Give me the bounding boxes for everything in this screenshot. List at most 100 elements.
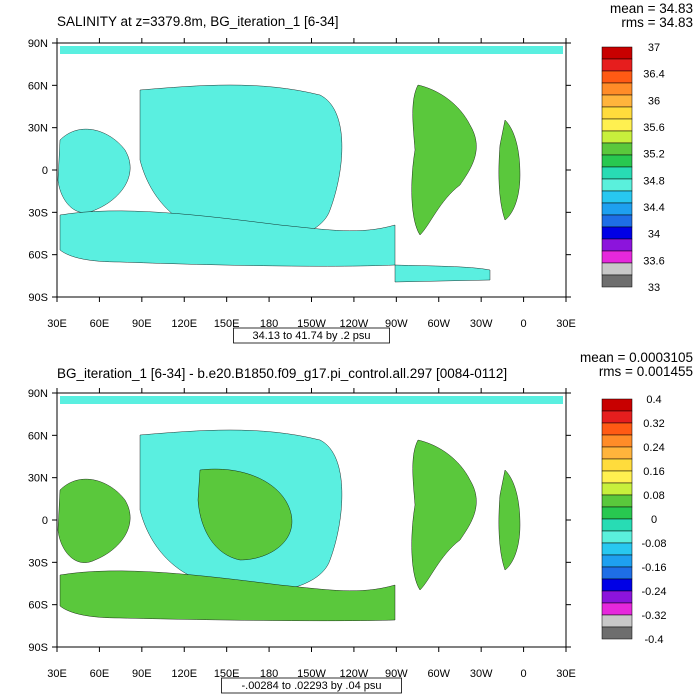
contour-info-box — [233, 327, 390, 344]
x-tick-label: 150E — [214, 668, 240, 680]
x-tick-label: 180 — [260, 668, 278, 680]
y-tick-label: 90N — [28, 38, 48, 50]
ocean-region — [197, 468, 293, 561]
arctic-region — [60, 46, 563, 54]
x-tick-label: 30E — [47, 318, 67, 330]
x-tick-label: 120E — [171, 668, 197, 680]
colorbar-swatch — [601, 542, 633, 556]
y-tick-label: 90S — [28, 642, 48, 654]
plot-title: SALINITY at z=3379.8m, BG_iteration_1 [6… — [57, 14, 339, 29]
ocean-field — [57, 396, 563, 622]
ocean-region — [498, 119, 521, 221]
ocean-region — [411, 84, 477, 236]
x-tick-label: 60W — [427, 668, 450, 680]
ocean-region — [394, 264, 491, 283]
colorbar-swatch — [601, 214, 633, 228]
x-tick-label: 60E — [90, 668, 110, 680]
colorbar-label: 0.24 — [643, 442, 664, 454]
colorbar-swatch — [601, 238, 633, 252]
colorbar-swatch — [601, 166, 633, 180]
colorbar-swatch — [601, 614, 633, 628]
x-tick-label: 0 — [521, 668, 527, 680]
colorbar-swatch — [601, 274, 633, 288]
colorbar-swatch — [601, 446, 633, 460]
plot-title: BG_iteration_1 [6-34] - b.e20.B1850.f09_… — [57, 366, 507, 381]
colorbar-swatch — [601, 530, 633, 544]
colorbar-swatch — [601, 94, 633, 108]
y-tick-label: 90N — [28, 388, 48, 400]
contour-info-box — [221, 677, 402, 694]
y-tick-label: 90S — [28, 292, 48, 304]
colorbar-label: 33.6 — [643, 255, 664, 267]
colorbar-swatch — [601, 178, 633, 192]
colorbar-swatch — [601, 494, 633, 508]
colorbar-label: 35.6 — [643, 122, 664, 134]
colorbar-label: -0.24 — [641, 586, 666, 598]
ocean-region — [498, 469, 521, 571]
colorbar-swatch — [601, 470, 633, 484]
x-tick-label: 90W — [385, 668, 408, 680]
colorbar-swatch — [601, 578, 633, 592]
colorbar-swatch — [601, 106, 633, 120]
colorbar-swatch — [601, 434, 633, 448]
x-tick-label: 90E — [132, 318, 152, 330]
colorbar-label: -0.4 — [645, 634, 664, 646]
x-tick-label: 150E — [214, 318, 240, 330]
colorbar-label: 0.16 — [643, 466, 664, 478]
colorbar-swatch — [601, 554, 633, 568]
ocean-region — [57, 128, 131, 213]
ocean-region — [57, 478, 131, 563]
top-panel: SALINITY at z=3379.8m, BG_iteration_1 [6… — [28, 1, 693, 344]
colorbar-swatch — [601, 566, 633, 580]
colorbar-swatch — [601, 602, 633, 616]
y-tick-label: 30S — [28, 207, 48, 219]
colorbar-swatch — [601, 70, 633, 84]
x-tick-label: 180 — [260, 318, 278, 330]
y-tick-label: 0 — [42, 165, 48, 177]
colorbar-swatch — [601, 410, 633, 424]
ocean-region — [411, 439, 477, 591]
colorbar-label: -0.16 — [641, 562, 666, 574]
y-tick-label: 30N — [28, 123, 48, 135]
colorbar-label: 34 — [648, 229, 660, 241]
colorbar-label: 34.8 — [643, 175, 664, 187]
ocean-field — [57, 46, 563, 283]
colorbar-swatch — [601, 190, 633, 204]
colorbar-label: 36 — [648, 95, 660, 107]
colorbar-swatch — [601, 626, 633, 640]
y-tick-label: 60S — [28, 250, 48, 262]
ocean-region — [59, 210, 396, 267]
colorbar-label: 37 — [648, 42, 660, 54]
colorbar-label: -0.08 — [641, 538, 666, 550]
colorbar-swatch — [601, 82, 633, 96]
colorbar-swatch — [601, 250, 633, 264]
colorbar-label: 0.4 — [646, 394, 661, 406]
colorbar-swatch — [601, 118, 633, 132]
colorbar-label: 0.32 — [643, 418, 664, 430]
colorbar-label: 0 — [651, 514, 657, 526]
rms-stat: rms = 0.001455 — [599, 364, 693, 379]
ocean-region — [59, 570, 396, 622]
x-tick-label: 150W — [297, 668, 326, 680]
x-tick-label: 120W — [340, 318, 369, 330]
y-tick-label: 30N — [28, 473, 48, 485]
x-tick-label: 30E — [47, 668, 67, 680]
colorbar-label: 33 — [648, 282, 660, 294]
colorbar-swatch — [601, 154, 633, 168]
colorbar-swatch — [601, 422, 633, 436]
y-tick-label: 60N — [28, 80, 48, 92]
colorbar-swatch — [601, 262, 633, 276]
colorbar-label: 34.4 — [643, 202, 664, 214]
colorbar-swatch — [601, 142, 633, 156]
colorbar-swatch — [601, 46, 633, 60]
y-tick-label: 30S — [28, 557, 48, 569]
bottom-panel: BG_iteration_1 [6-34] - b.e20.B1850.f09_… — [28, 350, 693, 694]
x-tick-label: 30E — [556, 668, 576, 680]
x-tick-label: 30W — [470, 318, 493, 330]
x-tick-label: 90E — [132, 668, 152, 680]
colorbar-swatch — [601, 518, 633, 532]
contour-info: 34.13 to 41.74 by .2 psu — [252, 330, 370, 342]
colorbar-swatch — [601, 202, 633, 216]
rms-stat: rms = 34.83 — [621, 15, 693, 30]
